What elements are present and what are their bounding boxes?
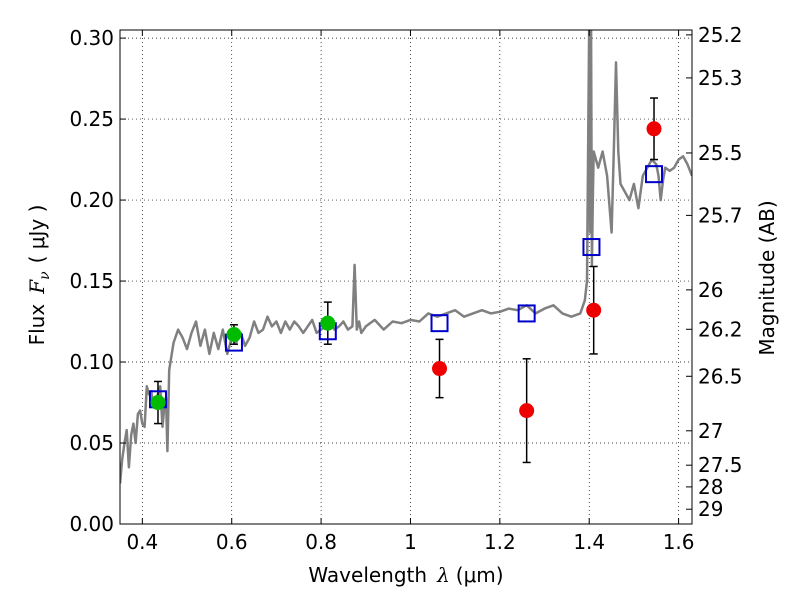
y-axis-label-unit: ( μJy ) [25, 205, 49, 264]
x-tick-label: 1.6 [663, 530, 695, 554]
red-point [646, 121, 662, 137]
model-box [582, 238, 601, 257]
x-axis-label-symbol: λ [436, 563, 450, 587]
y-tick-label: 0.10 [69, 350, 114, 374]
mag-tick-label: 26 [698, 278, 723, 302]
y-tick-label: 0.20 [69, 188, 114, 212]
x-axis-label: Wavelength λ (μm) [308, 563, 503, 587]
green-point [226, 326, 242, 342]
model-box [430, 314, 449, 333]
x-tick-label: 1.4 [573, 530, 605, 554]
mag-tick-label: 25.7 [698, 203, 743, 227]
spectrum-line [120, 30, 692, 484]
y-tick-label: 0.25 [69, 107, 114, 131]
y-axis-label-subscript: ν [37, 271, 53, 280]
red-point [519, 403, 535, 419]
green-point [150, 395, 166, 411]
y-tick-label: 0.30 [69, 26, 114, 50]
mag-tick-label: 25.3 [698, 66, 743, 90]
axis-ticks: 0.4 0.6 0.8 1 1.2 1.4 1.6 0.00 0.05 0.10 0.15 0.20 0… [69, 23, 742, 554]
green-point [320, 315, 336, 331]
mag-tick-label: 27 [698, 419, 723, 443]
red-point [432, 361, 448, 377]
y-axis-label-prefix: Flux [25, 304, 49, 346]
error-bars [153, 97, 659, 464]
mag-tick-label: 26.5 [698, 364, 743, 388]
photometry-points [150, 121, 662, 419]
model-box [645, 165, 664, 184]
mag-tick-label: 25.5 [698, 141, 743, 165]
y-tick-label: 0.05 [69, 431, 114, 455]
model-box [517, 304, 536, 323]
y-tick-label: 0.15 [69, 269, 114, 293]
x-axis-label-prefix: Wavelength [308, 563, 427, 587]
x-tick-label: 0.6 [216, 530, 248, 554]
mag-tick-label: 25.2 [698, 23, 743, 47]
mag-tick-label: 26.2 [698, 317, 743, 341]
spectrum-polyline [120, 30, 692, 484]
x-tick-label: 0.8 [305, 530, 337, 554]
x-axis-label-unit: (μm) [456, 563, 504, 587]
red-point [586, 302, 602, 318]
x-tick-label: 1 [404, 530, 417, 554]
x-tick-label: 0.4 [126, 530, 158, 554]
y-axis-label-symbol: F [25, 279, 49, 295]
x-tick-label: 1.2 [484, 530, 516, 554]
y2-axis-label: Magnitude (AB) [755, 200, 779, 355]
y-axis-label: Flux Fν ( μJy ) [25, 205, 53, 346]
mag-tick-label: 29 [698, 497, 723, 521]
mag-tick-label: 27.5 [698, 453, 743, 477]
plot-frame [119, 29, 693, 525]
mag-tick-label: 28 [698, 475, 723, 499]
grid-lines [120, 30, 692, 525]
y-tick-label: 0.00 [69, 512, 114, 536]
